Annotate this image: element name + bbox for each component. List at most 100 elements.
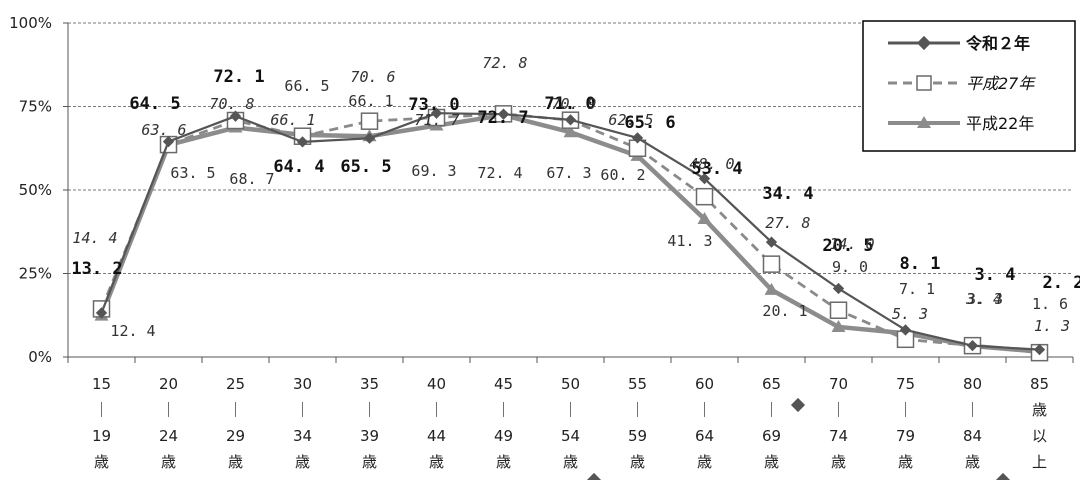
x-tick-label: 以 [1032,427,1047,445]
data-label-series-1: 3. 4 [975,265,1016,285]
x-tick-label: 85 [1030,375,1049,393]
x-tick-label: 歳 [94,453,109,471]
x-tick-label: ｜ [295,401,310,419]
data-label-series-3: 12. 4 [110,322,155,340]
x-tick-label: 79 [896,427,915,445]
series-lines [92,105,1049,362]
x-tick-label: 65 [762,375,781,393]
x-tick-label: 29 [226,427,245,445]
data-label-series-3: 41. 3 [667,232,712,250]
x-tick-label: ｜ [429,401,444,419]
data-label-series-1: 8. 1 [900,254,941,274]
point-series-2 [695,187,714,206]
x-tick-label: ｜ [697,401,712,419]
data-label-series-1: 34. 4 [762,184,813,204]
x-tick-label: ｜ [161,401,176,419]
point-series-1 [698,172,711,185]
point-series-1 [363,132,376,144]
x-tick-label: 歳 [697,453,712,471]
data-label-series-2: 27. 8 [765,214,810,232]
data-label-series-2: 71. 7 [414,111,459,129]
x-tick-label: 74 [829,427,848,445]
x-tick-label: ｜ [898,401,913,419]
data-label-series-1: 64. 4 [273,157,324,177]
point-series-3 [764,282,779,295]
data-label-series-1: 13. 2 [71,259,122,279]
x-tick-label: 歳 [764,453,779,471]
x-tick-label: ｜ [228,401,243,419]
data-label-series-1: 53. 4 [691,159,742,179]
x-tick-label: 35 [360,375,379,393]
x-tick-label: ｜ [630,401,645,419]
x-tick-label: 30 [293,375,312,393]
x-tick-label: ｜ [563,401,578,419]
data-label-series-1: 64. 5 [129,94,180,114]
data-label-series-1: 20. 5 [822,236,873,256]
data-label-series-1: 72. 7 [477,108,528,128]
x-tick-label: 34 [293,427,312,445]
x-tick-label: ｜ [764,401,779,419]
x-tick-label: 59 [628,427,647,445]
y-tick-label: 50% [19,181,52,199]
x-tick-label: 50 [561,375,580,393]
data-labels: 13. 2 64. 5 72. 1 64. 4 65. 5 73. 0 72. 7 71. 0… [71,54,1080,340]
data-label-series-3: 68. 7 [229,170,274,188]
point-series-2 [829,301,848,319]
point-series-2 [360,112,379,130]
x-tick-label: 20 [159,375,178,393]
legend-label-series-2: 平成27年 [966,74,1036,93]
data-label-series-2: 72. 8 [482,54,527,72]
x-tick-label: 歳 [496,453,511,471]
x-tick-label: 54 [561,427,580,445]
data-label-series-3: 60. 2 [600,166,645,184]
data-label-series-2: 63. 6 [141,121,186,139]
data-label-series-3: 3. 3 [967,290,1003,308]
x-tick-label: ｜ [496,401,511,419]
x-tick-label: 15 [92,375,111,393]
y-tick-label: 25% [19,265,52,283]
data-label-series-3: 1. 6 [1032,295,1068,313]
x-tick-label: 44 [427,427,446,445]
legend-diamond-marker [916,35,932,51]
x-tick-label: 70 [829,375,848,393]
data-label-series-2: 5. 3 [892,305,928,323]
x-tick-label: ｜ [831,401,846,419]
data-label-series-3: 72. 4 [477,164,522,182]
x-tick-label: 歳 [429,453,444,471]
legend-item-series-3: 平成22年 [888,114,1034,133]
point-series-1 [631,132,644,144]
point-series-3 [831,319,846,332]
data-label-series-3: 7. 1 [899,280,935,298]
x-tick-label: 歳 [965,453,980,471]
legend-item-series-2: 平成27年 [888,74,1036,93]
data-label-series-2: 14. 0 [829,235,874,253]
x-tick-label: 55 [628,375,647,393]
x-tick-label: 歳 [295,453,310,471]
x-tick-label: 75 [896,375,915,393]
point-series-1 [296,136,309,148]
x-tick-label: 歳 [228,453,243,471]
x-tick-label: 64 [695,427,714,445]
data-label-series-3: 66. 5 [284,77,329,95]
x-tick-label: 39 [360,427,379,445]
data-label-series-3: 66. 1 [348,92,393,110]
x-tick-label: 歳 [630,453,645,471]
y-tick-label: 0% [28,348,52,366]
data-label-series-2: 1. 3 [1034,317,1070,335]
data-label-series-2: 62. 5 [608,111,653,129]
data-label-series-2: 48. 0 [689,155,734,173]
data-label-series-2: 70. 8 [209,95,254,113]
x-tick-label: 80 [963,375,982,393]
legend-square-marker [916,75,932,91]
x-tick-label: 歳 [362,453,377,471]
x-tick-label: 69 [762,427,781,445]
point-series-2 [762,255,781,273]
x-tick-label: ｜ [362,401,377,419]
x-tick-label: 19 [92,427,111,445]
data-label-series-1: 65. 6 [624,113,675,133]
x-tick-label: 歳 [161,453,176,471]
point-series-1 [765,236,778,248]
legend-label-series-1: 令和２年 [965,34,1030,53]
x-tick-label: 24 [159,427,178,445]
